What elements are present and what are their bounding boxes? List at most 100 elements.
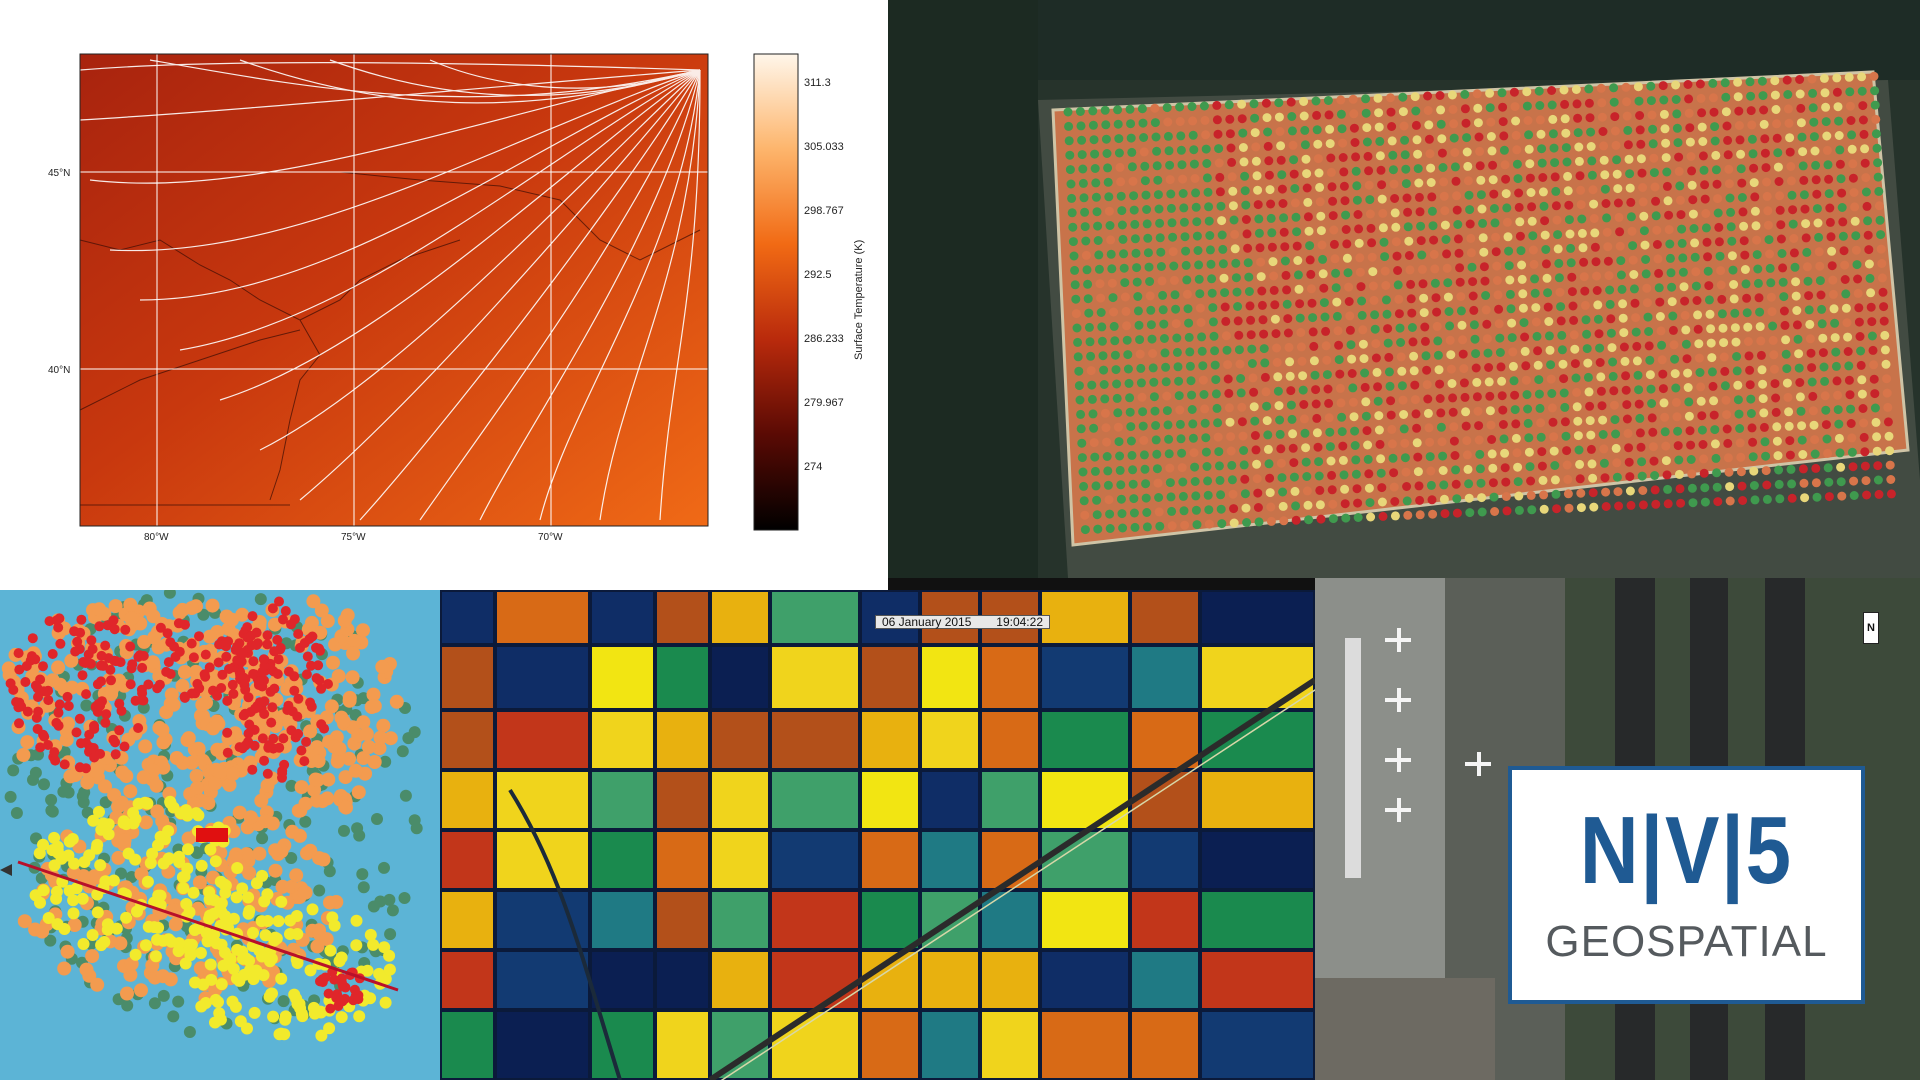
- lidar-point: [204, 843, 217, 856]
- lidar-point: [172, 995, 185, 1008]
- field-parcel: [712, 892, 768, 948]
- orchard-tree-dot: [1651, 196, 1661, 206]
- orchard-tree-dot: [1159, 319, 1169, 329]
- lidar-point: [149, 950, 162, 963]
- lidar-point: [262, 768, 273, 779]
- orchard-tree-dot: [1687, 180, 1697, 190]
- orchard-tree-dot: [1263, 444, 1273, 454]
- orchard-tree-dot: [1611, 429, 1621, 439]
- orchard-tree-dot: [1265, 473, 1275, 483]
- lidar-point: [248, 669, 259, 679]
- lidar-point: [119, 741, 130, 752]
- orchard-tree-dot: [1177, 448, 1187, 458]
- orchard-tree-dot: [1150, 103, 1160, 113]
- orchard-tree-dot: [1464, 479, 1474, 489]
- orchard-tree-dot: [1375, 136, 1385, 146]
- orchard-tree-dot: [1502, 217, 1512, 227]
- orchard-tree-dot: [1350, 426, 1360, 436]
- orchard-tree-dot: [1549, 432, 1559, 442]
- field-parcel: [442, 1012, 493, 1078]
- orchard-tree-dot: [1575, 474, 1585, 484]
- orchard-tree-dot: [1428, 221, 1438, 231]
- orchard-tree-dot: [1117, 220, 1127, 230]
- orchard-tree-dot: [1452, 205, 1462, 215]
- orchard-tree-dot: [1712, 179, 1722, 189]
- orchard-tree-dot: [1709, 410, 1719, 420]
- field-parcel: [1132, 712, 1198, 768]
- orchard-tree-dot: [1566, 258, 1576, 268]
- orchard-tree-dot: [1735, 424, 1745, 433]
- orchard-tree-dot: [1413, 452, 1423, 462]
- orchard-tree-dot: [1668, 325, 1678, 335]
- lidar-point: [168, 917, 183, 932]
- orchard-tree-dot: [1747, 134, 1757, 144]
- orchard-tree-dot: [1387, 424, 1397, 434]
- orchard-tree-dot: [1484, 363, 1494, 372]
- orchard-tree-dot: [1646, 96, 1656, 106]
- orchard-tree-dot: [1133, 292, 1143, 301]
- orchard-tree-dot: [1366, 512, 1376, 522]
- highway-edge: [720, 689, 1315, 1080]
- orchard-tree-dot: [1843, 347, 1853, 356]
- orchard-tree-dot: [1621, 371, 1631, 381]
- orchard-tree-dot: [1233, 316, 1243, 326]
- orchard-tree-dot: [1288, 443, 1298, 453]
- orchard-tree-dot: [1244, 272, 1254, 282]
- orchard-tree-dot: [1246, 330, 1256, 340]
- lidar-point: [141, 875, 154, 888]
- lidar-point: [22, 706, 33, 717]
- orchard-tree-dot: [1357, 296, 1367, 306]
- orchard-tree-dot: [1211, 375, 1221, 385]
- orchard-tree-dot: [1536, 418, 1546, 428]
- orchard-tree-dot: [1662, 470, 1672, 480]
- orchard-tree-dot: [1326, 167, 1336, 177]
- orchard-tree-dot: [1645, 370, 1655, 380]
- orchard-tree-dot: [1410, 92, 1420, 102]
- orchard-tree-dot: [1560, 99, 1570, 109]
- orchard-tree-dot: [1876, 244, 1886, 254]
- orchard-tree-dot: [1377, 483, 1387, 493]
- orchard-tree-dot: [1782, 75, 1792, 85]
- orchard-tree-dot: [1648, 427, 1658, 437]
- orchard-tree-dot: [1659, 109, 1669, 119]
- lidar-point: [144, 857, 157, 869]
- orchard-tree-dot: [1125, 104, 1135, 114]
- orchard-tree-dot: [1348, 94, 1358, 104]
- orchard-tree-dot: [1189, 145, 1199, 155]
- orchard-tree-dot: [1370, 310, 1380, 320]
- orchard-tree-dot: [1625, 486, 1635, 496]
- orchard-tree-dot: [1476, 190, 1486, 200]
- orchard-tree-dot: [1399, 410, 1409, 419]
- orchard-tree-dot: [1128, 479, 1138, 489]
- image-timestamp: 06 January 2015 19:04:22: [875, 615, 1050, 629]
- orchard-tree-dot: [1242, 229, 1252, 239]
- orchard-tree-dot: [1449, 422, 1459, 432]
- lidar-point: [254, 593, 267, 606]
- orchard-tree-dot: [1520, 346, 1530, 356]
- lidar-point: [16, 748, 31, 762]
- orchard-tree-dot: [1497, 88, 1507, 98]
- orchard-tree-dot: [1192, 217, 1202, 227]
- field-parcel: [1202, 772, 1313, 828]
- orchard-tree-dot: [1411, 409, 1421, 419]
- lidar-point: [243, 692, 254, 703]
- orchard-tree-dot: [1217, 230, 1227, 240]
- orchard-tree-dot: [1400, 150, 1410, 160]
- lidar-point: [116, 705, 127, 716]
- orchard-tree-dot: [1783, 90, 1793, 99]
- orchard-tree-dot: [1473, 118, 1483, 128]
- orchard-tree-dot: [1300, 125, 1310, 135]
- field-parcel: [1132, 952, 1198, 1008]
- lidar-point: [123, 597, 138, 612]
- orchard-tree-dot: [1772, 436, 1782, 446]
- lidar-point: [236, 656, 247, 667]
- orchard-tree-dot: [1716, 266, 1726, 276]
- lidar-point: [337, 613, 352, 628]
- orchard-tree-dot: [1810, 435, 1820, 445]
- orchard-tree-dot: [1482, 319, 1492, 329]
- orchard-tree-dot: [1155, 218, 1165, 228]
- orchard-tree-dot: [1101, 120, 1111, 130]
- orchard-tree-dot: [1844, 361, 1854, 371]
- orchard-tree-dot: [1187, 405, 1197, 414]
- orchard-tree-dot: [1368, 281, 1378, 291]
